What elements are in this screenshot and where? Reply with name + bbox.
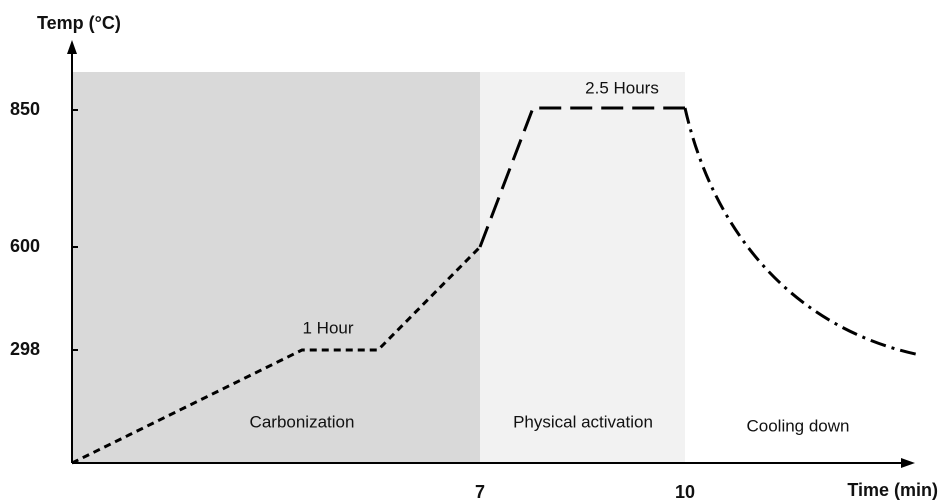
x-tick-label: 7 bbox=[475, 482, 485, 502]
carbonization-region bbox=[72, 72, 480, 463]
y-axis-label: Temp (°C) bbox=[37, 13, 121, 33]
region-label: Carbonization bbox=[250, 412, 355, 431]
x-arrow bbox=[901, 458, 915, 468]
y-tick-label: 600 bbox=[10, 236, 40, 256]
y-tick-label: 850 bbox=[10, 99, 40, 119]
y-tick-label: 298 bbox=[10, 339, 40, 359]
activation-region bbox=[480, 72, 685, 463]
carbonization-curve bbox=[71, 245, 482, 465]
y-arrow bbox=[67, 40, 77, 54]
cooling-curve bbox=[683, 107, 921, 357]
region-label: Cooling down bbox=[746, 416, 849, 435]
annotation: 1 Hour bbox=[302, 318, 353, 337]
region-label: Physical activation bbox=[513, 412, 653, 431]
activation-curve bbox=[478, 106, 685, 248]
x-axis-label: Time (min) bbox=[847, 480, 938, 500]
annotation: 2.5 Hours bbox=[585, 78, 659, 97]
x-tick-label: 10 bbox=[675, 482, 695, 502]
